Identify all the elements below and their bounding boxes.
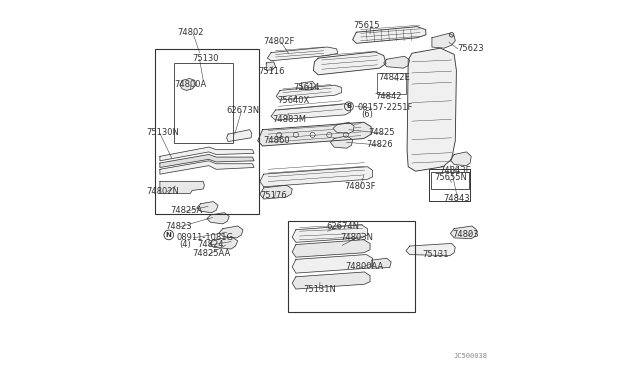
Polygon shape <box>353 27 426 43</box>
Polygon shape <box>209 237 237 249</box>
Text: 74826: 74826 <box>366 140 393 149</box>
Text: (6): (6) <box>362 110 373 119</box>
Text: 74860: 74860 <box>264 136 291 145</box>
Polygon shape <box>384 56 410 68</box>
Polygon shape <box>292 240 370 257</box>
Text: 74842E: 74842E <box>378 73 410 82</box>
Bar <box>431 172 469 189</box>
Text: N: N <box>166 232 172 238</box>
Text: 75131: 75131 <box>422 250 449 259</box>
Polygon shape <box>292 254 372 273</box>
Text: 74825AA: 74825AA <box>192 249 230 258</box>
Polygon shape <box>451 226 476 238</box>
Polygon shape <box>258 122 371 146</box>
Text: 75116: 75116 <box>258 67 285 76</box>
Bar <box>173 63 233 143</box>
Polygon shape <box>301 81 316 90</box>
Text: 75130: 75130 <box>192 54 219 62</box>
Text: 74823: 74823 <box>165 221 192 231</box>
Polygon shape <box>268 47 338 61</box>
Text: 74800A: 74800A <box>175 80 207 89</box>
Polygon shape <box>276 85 342 100</box>
Polygon shape <box>219 226 243 238</box>
Text: 75655N: 75655N <box>434 173 467 182</box>
Text: 74802: 74802 <box>177 28 204 37</box>
Text: 74883M: 74883M <box>272 115 306 124</box>
Polygon shape <box>160 161 254 174</box>
Text: 62673N: 62673N <box>227 106 260 115</box>
Polygon shape <box>260 167 372 187</box>
Text: 62674N: 62674N <box>326 221 360 231</box>
Text: 75131N: 75131N <box>303 285 336 294</box>
Text: (4): (4) <box>179 240 191 249</box>
Polygon shape <box>227 130 252 141</box>
Text: 75640X: 75640X <box>277 96 310 105</box>
Text: 74824: 74824 <box>197 240 223 249</box>
Text: 75130N: 75130N <box>147 128 179 137</box>
Text: 08157-2251F: 08157-2251F <box>358 103 413 112</box>
Text: 74803F: 74803F <box>344 182 376 191</box>
Polygon shape <box>407 48 456 171</box>
Bar <box>155 49 259 214</box>
Text: 75614: 75614 <box>293 83 320 92</box>
Polygon shape <box>160 154 254 167</box>
Text: 74802F: 74802F <box>264 37 295 46</box>
Text: 75623: 75623 <box>457 44 484 52</box>
Polygon shape <box>432 33 455 48</box>
Polygon shape <box>266 62 276 70</box>
Polygon shape <box>160 147 254 161</box>
Polygon shape <box>292 225 367 242</box>
Bar <box>289 221 415 312</box>
Polygon shape <box>372 258 391 268</box>
Text: JC500038: JC500038 <box>454 353 488 359</box>
Text: 74803N: 74803N <box>340 232 373 242</box>
Polygon shape <box>207 213 229 224</box>
Text: 74825: 74825 <box>368 128 395 137</box>
Polygon shape <box>406 243 455 256</box>
Text: 74800AA: 74800AA <box>345 262 383 271</box>
Polygon shape <box>314 52 386 75</box>
Polygon shape <box>451 152 471 166</box>
Polygon shape <box>330 136 353 148</box>
Bar <box>378 73 406 94</box>
Polygon shape <box>180 78 196 90</box>
Polygon shape <box>292 272 370 289</box>
Polygon shape <box>271 104 350 120</box>
Text: 74802N: 74802N <box>147 187 179 196</box>
Bar <box>429 169 470 201</box>
Text: 74843: 74843 <box>443 195 470 203</box>
Text: 08911-1081G: 08911-1081G <box>176 232 233 242</box>
Text: 75176: 75176 <box>260 191 287 200</box>
Text: 75615: 75615 <box>353 22 380 31</box>
Text: 74842: 74842 <box>375 92 401 101</box>
Polygon shape <box>333 122 354 134</box>
Polygon shape <box>160 182 204 193</box>
Text: 74843E: 74843E <box>439 166 471 175</box>
Text: B: B <box>346 103 351 109</box>
Text: 74803: 74803 <box>452 230 479 240</box>
Polygon shape <box>260 185 292 199</box>
Text: 74825A: 74825A <box>170 206 202 215</box>
Polygon shape <box>197 202 218 213</box>
